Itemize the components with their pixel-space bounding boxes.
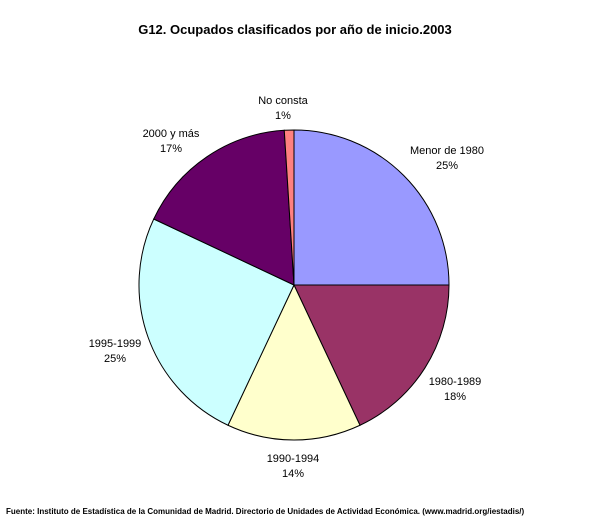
slice-label: No consta — [258, 95, 308, 107]
pie-slices — [138, 129, 450, 441]
pie-slice-3 — [227, 283, 361, 441]
slice-label: 1980-1989 — [429, 376, 482, 388]
pie-slice-2 — [293, 284, 450, 426]
chart-title: G12. Ocupados clasificados por año de in… — [138, 22, 452, 37]
pie-labels: Menor de 1980 25% 1980-1989 18% 1990-1994 14%… — [89, 95, 484, 480]
slice-value-label: 18% — [444, 391, 466, 403]
slice-value-label: 25% — [436, 160, 458, 172]
slice-value-label: 17% — [160, 143, 182, 155]
slice-label: 2000 y más — [143, 128, 200, 140]
slice-value-label: 1% — [275, 110, 291, 122]
slice-value-label: 14% — [282, 468, 304, 480]
slice-label: 1990-1994 — [267, 453, 320, 465]
slice-value-label: 25% — [104, 353, 126, 365]
pie-slice-4 — [138, 218, 295, 426]
pie-slice-6 — [283, 129, 295, 286]
chart-source: Fuente: Instituto de Estadística de la C… — [6, 507, 524, 516]
slice-label: 1995-1999 — [89, 338, 142, 350]
slice-label: Menor de 1980 — [410, 145, 484, 157]
pie-slice-1 — [293, 129, 450, 286]
pie-slice-5 — [153, 129, 295, 286]
